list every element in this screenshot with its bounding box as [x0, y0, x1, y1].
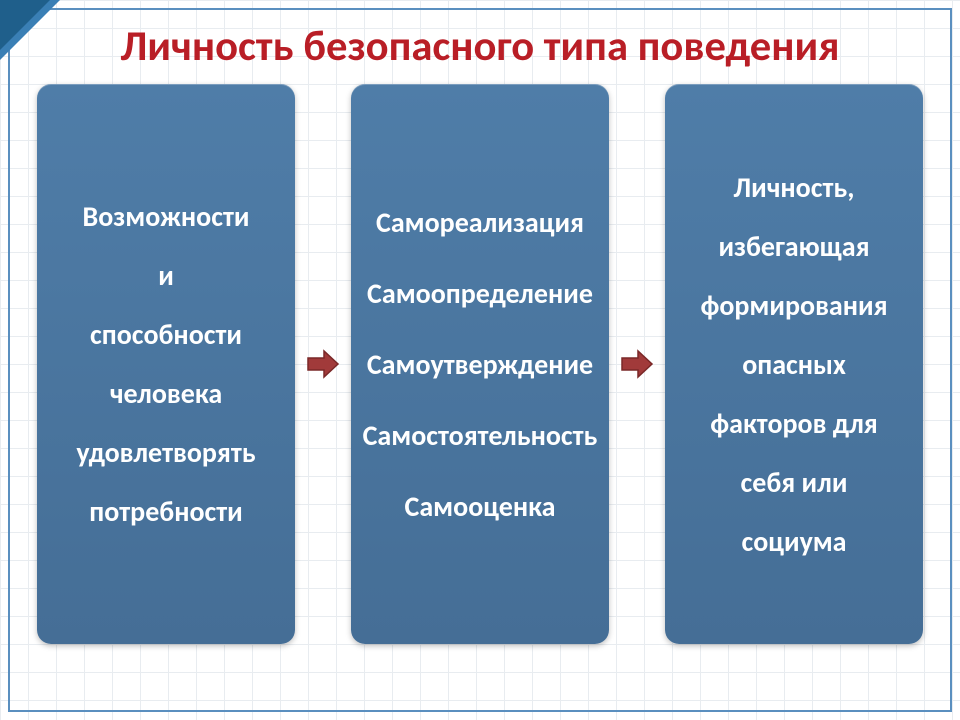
arrow-right-icon — [620, 347, 654, 381]
slide-content: Личность безопасного типа поведения Возм… — [0, 0, 960, 720]
card-left: Возможности и способности человека удовл… — [37, 84, 295, 644]
card-right-line: социума — [742, 524, 847, 559]
slide-title: Личность безопасного типа поведения — [30, 20, 930, 72]
card-middle-line: Самооценка — [405, 489, 556, 524]
arrow-1 — [303, 347, 343, 381]
card-left-line: человека — [110, 376, 222, 411]
card-right-line: Личность, — [734, 170, 855, 205]
card-right: Личность, избегающая формирования опасны… — [665, 84, 923, 644]
card-left-line: удовлетворять — [76, 435, 255, 470]
card-right-line: опасных — [742, 347, 846, 382]
card-middle-line: Самореализация — [376, 205, 584, 240]
card-middle-line: Самоутверждение — [367, 347, 593, 382]
card-middle-line: Самостоятельность — [363, 418, 598, 453]
card-right-line: формирования — [700, 288, 887, 323]
card-right-line: себя или — [741, 465, 848, 500]
card-left-line: Возможности — [83, 199, 250, 234]
card-left-line: и — [158, 258, 174, 293]
card-left-line: способности — [90, 317, 242, 352]
arrow-2 — [617, 347, 657, 381]
arrow-right-icon — [306, 347, 340, 381]
card-left-line: потребности — [89, 494, 242, 529]
card-middle: Самореализация Самоопределение Самоутвер… — [351, 84, 609, 644]
card-right-line: избегающая — [718, 229, 869, 264]
card-right-line: факторов для — [710, 406, 878, 441]
diagram-row: Возможности и способности человека удовл… — [30, 84, 930, 644]
card-middle-line: Самоопределение — [367, 276, 593, 311]
